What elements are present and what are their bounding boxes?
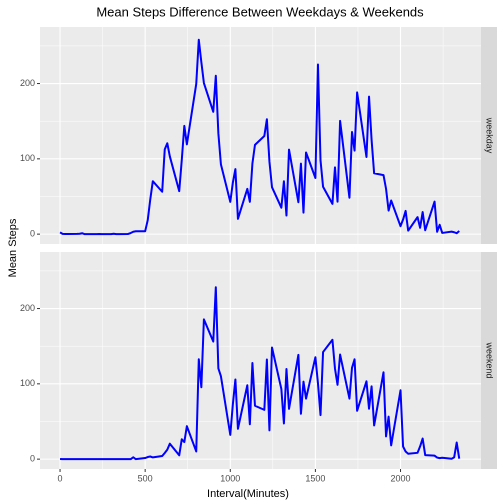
y-axis-label: Mean Steps — [7, 218, 19, 277]
x-tick-label: 1500 — [305, 473, 325, 483]
y-tick-label: 100 — [20, 153, 35, 163]
y-tick-label: 100 — [20, 378, 35, 388]
x-tick-label: 0 — [58, 473, 63, 483]
y-tick-label: 200 — [20, 303, 35, 313]
line-series — [59, 38, 460, 236]
line-series — [59, 286, 461, 461]
facet-strip — [481, 27, 497, 244]
x-tick-label: 1000 — [220, 473, 240, 483]
facet-label: weekend — [485, 341, 495, 378]
chart-title: Mean Steps Difference Between Weekdays &… — [96, 4, 424, 19]
panel-background — [40, 252, 481, 469]
y-tick-label: 0 — [30, 229, 35, 239]
facet-label: weekday — [485, 117, 495, 154]
panel-background — [40, 27, 481, 244]
x-tick-label: 2000 — [391, 473, 411, 483]
facet-strip — [481, 252, 497, 469]
x-axis-label: Interval(Minutes) — [207, 488, 289, 500]
y-tick-label: 200 — [20, 78, 35, 88]
y-tick-label: 0 — [30, 454, 35, 464]
x-tick-label: 500 — [138, 473, 153, 483]
